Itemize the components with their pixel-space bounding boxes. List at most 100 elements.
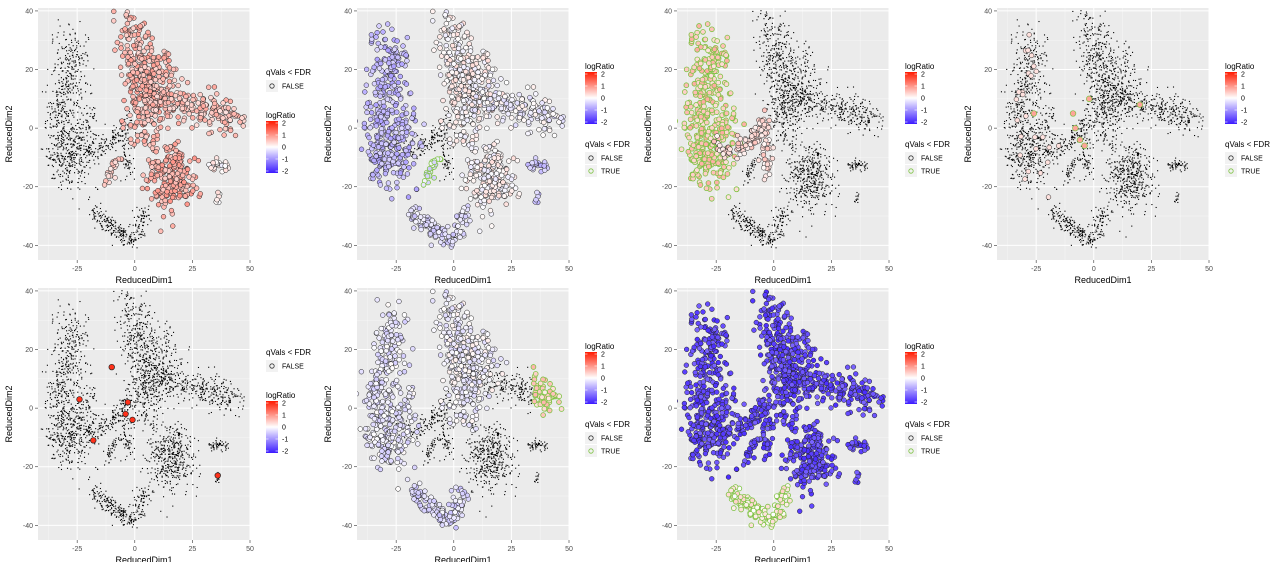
cell-point: [112, 230, 115, 232]
cell-point: [816, 188, 818, 190]
neighborhood-point: [375, 40, 381, 47]
cell-point: [788, 54, 790, 56]
cell-point: [119, 234, 122, 236]
cell-point: [70, 48, 72, 50]
cell-point: [783, 92, 785, 94]
cell-point: [795, 91, 797, 93]
cell-point: [52, 112, 54, 114]
cell-point: [795, 167, 797, 169]
neighborhood-point: [519, 96, 525, 102]
cell-point: [98, 212, 100, 214]
cell-point: [806, 102, 809, 104]
cell-point: [820, 78, 822, 80]
neighborhood-point: [528, 110, 534, 116]
cell-point: [60, 181, 62, 183]
neighborhood-point: [465, 74, 471, 81]
neighborhood-point: [509, 92, 515, 99]
cell-point: [802, 170, 804, 172]
cell-point: [821, 187, 823, 189]
cell-point: [831, 117, 833, 119]
neighborhood-point: [172, 141, 178, 147]
cell-point: [773, 49, 775, 51]
cell-point: [856, 118, 858, 120]
neighborhood-point: [418, 226, 424, 233]
neighborhood-point: [143, 87, 149, 93]
points-layer: [357, 8, 566, 250]
neighborhood-point: [138, 132, 145, 138]
cell-point: [792, 130, 794, 132]
cell-point: [868, 121, 870, 123]
cell-point: [68, 162, 70, 164]
cell-point: [81, 159, 83, 161]
cell-point: [112, 135, 114, 137]
cell-point: [66, 99, 68, 101]
cell-point: [128, 239, 130, 241]
cell-point: [793, 105, 795, 107]
cell-point: [58, 104, 60, 106]
cell-point: [851, 107, 853, 109]
cell-point: [804, 108, 807, 110]
cell-point: [58, 87, 60, 90]
cell-point: [772, 98, 774, 100]
cell-point: [778, 48, 780, 50]
cell-point: [61, 142, 63, 144]
cell-point: [777, 130, 779, 132]
neighborhood-point: [371, 64, 377, 70]
cell-point: [87, 112, 89, 114]
cell-point: [125, 132, 127, 134]
cell-point: [52, 126, 54, 128]
cell-point: [775, 40, 777, 42]
cell-point: [793, 177, 795, 179]
cell-point: [443, 153, 445, 155]
cell-point: [834, 98, 836, 100]
neighborhood-point: [481, 95, 487, 102]
cell-point: [861, 114, 863, 116]
cell-point: [446, 160, 448, 162]
cell-point: [881, 125, 883, 127]
cell-point: [804, 61, 806, 63]
neighborhood-point: [403, 159, 409, 165]
cell-point: [81, 169, 83, 171]
cell-point: [62, 109, 64, 111]
cell-point: [792, 93, 794, 95]
cell-point: [101, 138, 103, 140]
cell-point: [770, 35, 772, 37]
cell-point: [94, 107, 96, 109]
cell-point: [783, 118, 785, 120]
cell-point: [67, 179, 69, 181]
cell-point: [112, 224, 114, 226]
cell-point: [61, 158, 63, 160]
cell-point: [70, 74, 72, 76]
cell-point: [47, 111, 49, 114]
neighborhood-point: [534, 189, 540, 196]
cell-point: [782, 126, 784, 128]
cell-point: [73, 101, 75, 103]
cell-point: [786, 90, 788, 92]
cell-point: [111, 227, 113, 229]
neighborhood-point: [461, 33, 468, 39]
cell-point: [61, 156, 63, 158]
points-layer: [677, 10, 884, 249]
cell-point: [112, 143, 114, 145]
cell-point: [54, 66, 56, 68]
neighborhood-point: [396, 145, 402, 151]
cell-point: [822, 106, 824, 108]
cell-point: [71, 126, 73, 128]
neighborhood-point: [123, 32, 130, 38]
neighborhood-point: [496, 90, 502, 96]
cell-point: [89, 196, 91, 198]
cell-point: [778, 44, 780, 46]
cell-point: [790, 50, 792, 52]
cell-point: [55, 123, 58, 125]
cell-point: [794, 68, 796, 70]
cell-point: [69, 55, 71, 57]
cell-point: [817, 186, 819, 188]
cell-point: [812, 195, 814, 197]
cell-point: [65, 77, 67, 79]
cell-point: [133, 147, 135, 149]
cell-point: [148, 218, 150, 220]
neighborhood-point: [172, 155, 178, 161]
neighborhood-point: [373, 123, 379, 129]
cell-point: [804, 113, 806, 115]
cell-point: [78, 145, 81, 147]
